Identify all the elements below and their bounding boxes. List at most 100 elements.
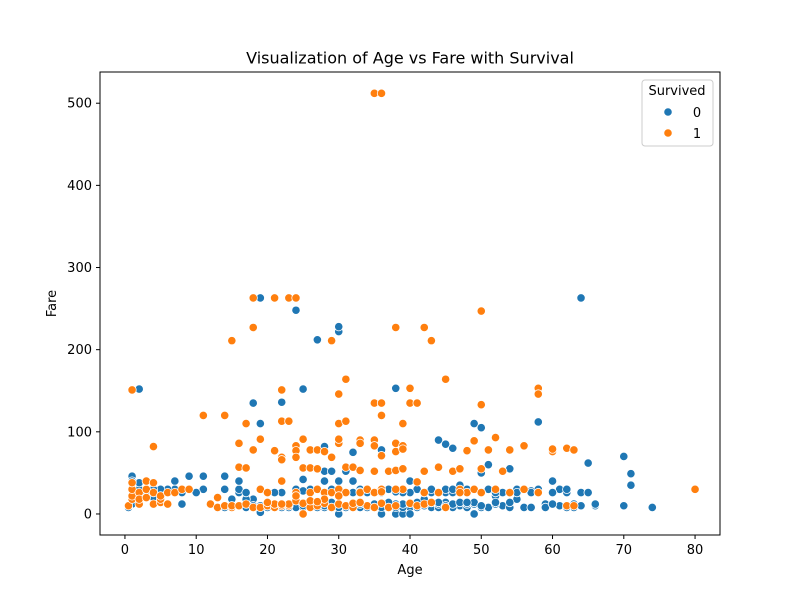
data-point-survived-1 — [141, 492, 151, 503]
x-tick-label: 60 — [544, 543, 561, 558]
data-point-survived-1 — [405, 383, 415, 393]
data-point-survived-1 — [220, 410, 230, 420]
data-point-survived-0 — [298, 474, 308, 485]
data-point-survived-0 — [298, 384, 308, 394]
data-point-survived-1 — [284, 416, 294, 426]
x-tick-label: 80 — [687, 543, 704, 558]
legend: Survived 0 1 — [641, 79, 714, 147]
data-point-survived-0 — [526, 502, 536, 512]
legend-label-0: 0 — [693, 106, 701, 121]
data-point-survived-1 — [376, 398, 387, 408]
data-point-survived-0 — [312, 335, 322, 345]
data-point-survived-0 — [327, 466, 337, 476]
data-point-survived-1 — [476, 400, 486, 410]
legend-title: Survived — [648, 84, 705, 99]
data-point-survived-1 — [476, 488, 486, 498]
data-point-survived-0 — [177, 499, 187, 509]
data-point-survived-0 — [590, 499, 600, 509]
data-point-survived-1 — [212, 492, 223, 503]
data-point-survived-0 — [334, 476, 344, 486]
data-point-survived-1 — [376, 88, 387, 98]
data-point-survived-1 — [248, 445, 258, 455]
data-point-survived-1 — [398, 464, 408, 474]
data-point-survived-0 — [547, 499, 558, 509]
data-point-survived-0 — [433, 435, 444, 445]
y-tick-label: 300 — [67, 261, 92, 276]
data-point-survived-1 — [398, 444, 408, 454]
x-tick-label: 30 — [330, 543, 347, 558]
data-point-survived-1 — [547, 444, 558, 454]
data-point-survived-0 — [405, 509, 415, 519]
data-point-survived-1 — [433, 488, 444, 498]
data-point-survived-0 — [626, 480, 636, 490]
data-point-survived-1 — [569, 501, 579, 511]
y-tick-label: 200 — [67, 343, 92, 358]
data-point-survived-1 — [490, 432, 501, 443]
data-point-survived-1 — [519, 484, 529, 494]
data-point-survived-1 — [127, 385, 137, 395]
data-point-survived-0 — [562, 484, 572, 494]
x-tick-label: 10 — [188, 543, 205, 558]
data-point-survived-0 — [348, 447, 358, 457]
data-point-survived-1 — [355, 438, 365, 448]
x-tick-label: 50 — [473, 543, 490, 558]
legend-box — [641, 79, 714, 147]
data-point-survived-1 — [277, 499, 287, 509]
data-point-survived-0 — [184, 471, 194, 481]
data-point-survived-0 — [547, 476, 558, 486]
data-point-survived-1 — [505, 488, 515, 498]
data-point-survived-1 — [277, 455, 287, 465]
data-point-survived-1 — [391, 322, 401, 333]
x-tick-label: 0 — [121, 543, 129, 558]
data-point-survived-1 — [334, 434, 344, 444]
data-point-survived-0 — [483, 460, 493, 470]
data-point-survived-1 — [298, 509, 308, 519]
data-point-survived-0 — [469, 418, 479, 429]
data-point-survived-0 — [505, 497, 515, 508]
data-point-survived-0 — [277, 397, 287, 407]
data-point-survived-1 — [391, 501, 401, 511]
y-tick-label: 100 — [67, 425, 92, 440]
x-tick-label: 20 — [259, 543, 276, 558]
data-point-survived-0 — [248, 398, 258, 408]
data-point-survived-1 — [490, 484, 501, 494]
data-point-survived-1 — [298, 434, 308, 444]
data-point-survived-1 — [505, 445, 515, 455]
data-point-survived-0 — [583, 488, 593, 498]
data-point-survived-1 — [469, 436, 479, 446]
data-point-survived-1 — [441, 502, 451, 512]
data-point-survived-1 — [376, 487, 387, 497]
data-point-survived-0 — [490, 497, 501, 508]
data-point-survived-1 — [376, 498, 387, 508]
data-point-survived-1 — [462, 446, 472, 456]
data-point-survived-1 — [376, 451, 387, 461]
data-point-survived-0 — [619, 501, 629, 511]
data-point-survived-0 — [220, 471, 230, 481]
data-point-survived-1 — [412, 398, 422, 408]
data-point-survived-1 — [234, 438, 244, 448]
data-point-survived-0 — [547, 488, 558, 498]
data-point-survived-1 — [277, 385, 287, 395]
data-point-survived-0 — [220, 484, 230, 494]
data-point-survived-1 — [327, 452, 337, 462]
data-point-survived-1 — [476, 306, 486, 316]
data-point-survived-0 — [647, 502, 657, 512]
data-point-survived-1 — [690, 484, 700, 494]
data-point-survived-0 — [462, 497, 472, 508]
data-point-survived-1 — [369, 502, 379, 512]
data-point-survived-0 — [576, 293, 586, 303]
data-point-survived-1 — [412, 477, 422, 487]
data-point-survived-0 — [476, 423, 486, 433]
data-point-survived-0 — [391, 383, 401, 393]
data-point-survived-1 — [319, 446, 330, 457]
data-point-survived-1 — [419, 488, 429, 498]
points-layer — [123, 88, 700, 519]
data-point-survived-1 — [248, 293, 258, 303]
data-point-survived-1 — [341, 374, 351, 384]
data-point-survived-1 — [355, 465, 365, 476]
data-point-survived-1 — [312, 497, 322, 507]
y-axis-label: Fare — [45, 290, 60, 317]
data-point-survived-1 — [498, 466, 508, 476]
data-point-survived-1 — [369, 466, 379, 476]
